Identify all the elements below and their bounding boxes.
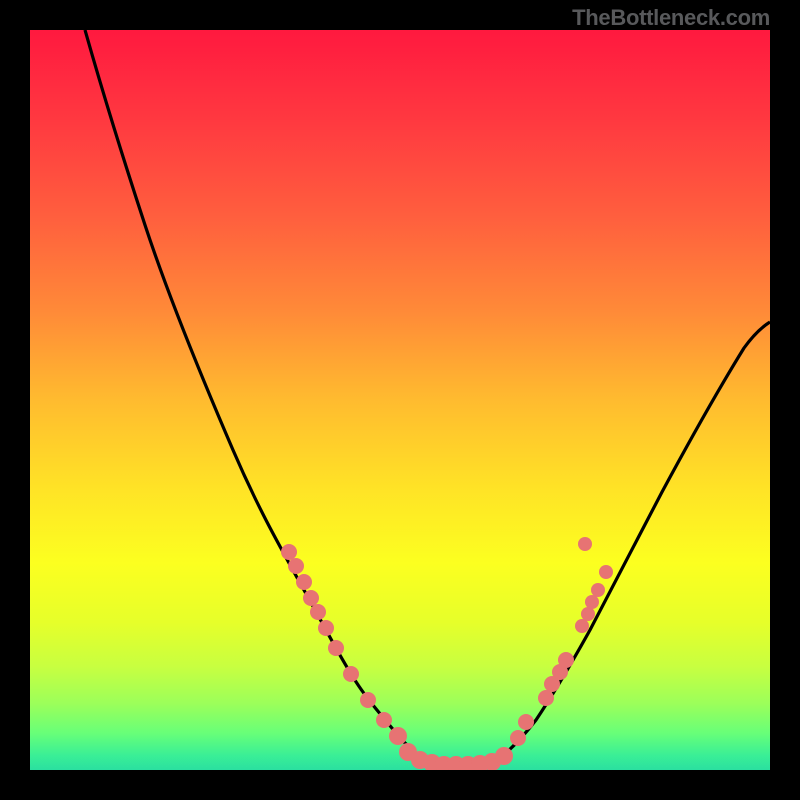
marker-dot [281,544,297,560]
chart-svg [30,30,770,770]
marker-dot [360,692,376,708]
marker-dot [389,727,407,745]
plot-area [30,30,770,770]
marker-dot [328,640,344,656]
marker-dot [495,747,513,765]
marker-dot [310,604,326,620]
marker-dot [581,607,595,621]
marker-dot [296,574,312,590]
marker-dot [376,712,392,728]
marker-dot [518,714,534,730]
marker-dot [578,537,592,551]
marker-dot [510,730,526,746]
marker-dot [575,619,589,633]
marker-dot [558,652,574,668]
gradient-background [30,30,770,770]
marker-dot [288,558,304,574]
marker-dot [318,620,334,636]
marker-dot [599,565,613,579]
frame: TheBottleneck.com [0,0,800,800]
watermark-text: TheBottleneck.com [572,5,770,31]
marker-dot [538,690,554,706]
marker-dot [591,583,605,597]
marker-dot [303,590,319,606]
marker-dot [343,666,359,682]
marker-dot [585,595,599,609]
